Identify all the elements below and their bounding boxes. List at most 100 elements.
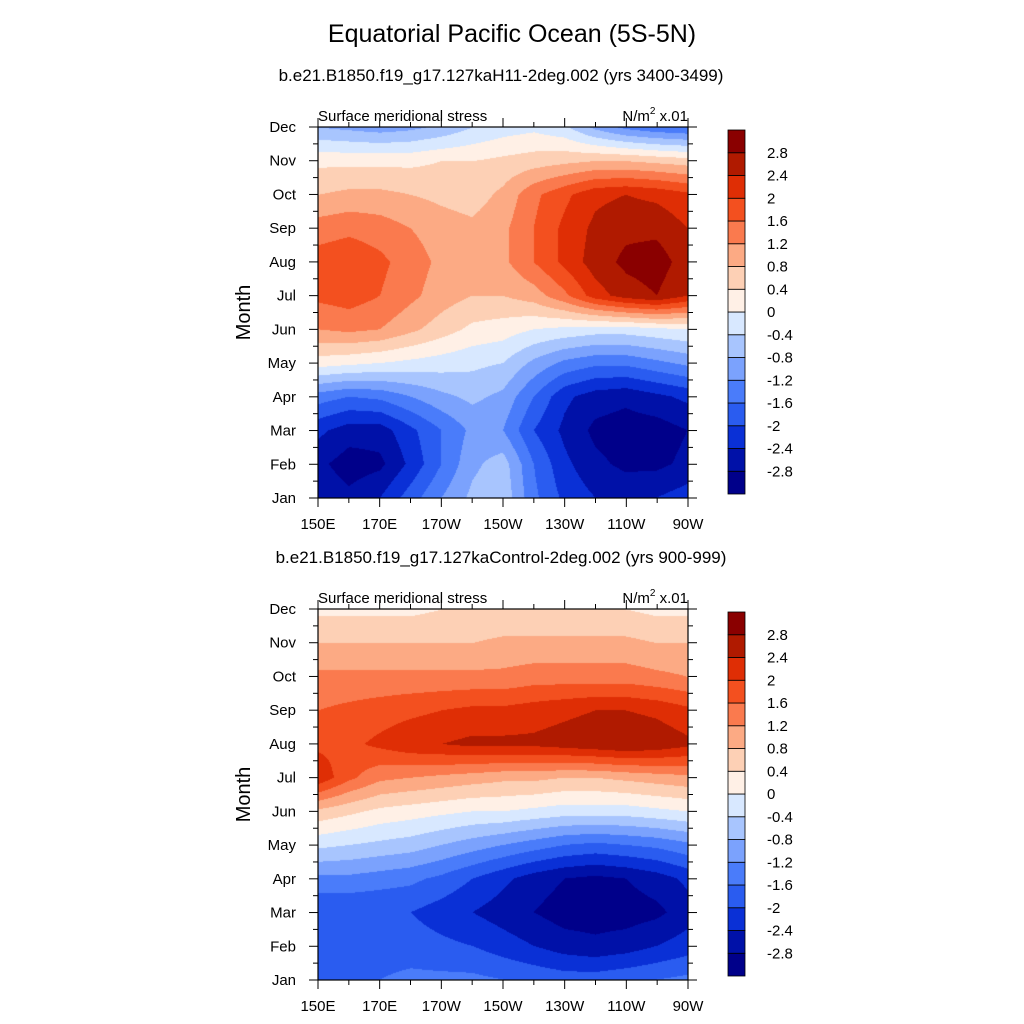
colorbar-bin	[727, 930, 746, 954]
colorbar-bin	[727, 770, 746, 795]
panel-bottom: b.e21.B1850.f19_g17.127kaControl-2deg.00…	[0, 548, 1024, 1024]
panel-top: b.e21.B1850.f19_g17.127kaH11-2deg.002 (y…	[0, 66, 1024, 546]
colorbar-label: -1.2	[767, 372, 793, 389]
colorbar-label: -2	[767, 418, 780, 435]
colorbar-label: -1.6	[767, 395, 793, 412]
colorbar-bin	[727, 425, 746, 449]
contour-chart-top: Surface meridional stress N/m2 x.01JanFeb…	[233, 106, 793, 533]
colorbar-bin	[727, 702, 746, 727]
colorbar-bin	[727, 197, 746, 222]
colorbar-bin	[727, 657, 746, 681]
y-tick-label: Feb	[270, 938, 296, 955]
colorbar-label: 2	[767, 672, 775, 689]
y-tick-label: Jun	[272, 803, 296, 820]
y-tick-label: Oct	[273, 186, 297, 203]
colorbar-label: 0.8	[767, 741, 788, 758]
colorbar-label: 1.6	[767, 213, 788, 230]
colorbar-label: -2	[767, 900, 780, 917]
colorbar-bin	[727, 402, 746, 427]
colorbar-label: 2	[767, 190, 775, 207]
y-tick-label: Jan	[272, 972, 296, 989]
colorbar-bin	[727, 861, 746, 886]
colorbar-bin	[727, 748, 746, 772]
colorbar-label: 2.4	[767, 650, 788, 667]
x-tick-label: 170W	[422, 516, 462, 533]
colorbar-bin	[727, 952, 746, 977]
colorbar-label: 0.4	[767, 281, 788, 298]
colorbar-bin	[727, 907, 746, 931]
colorbar-bin	[727, 793, 746, 818]
colorbar-label: 1.6	[767, 695, 788, 712]
colorbar-label: -1.6	[767, 877, 793, 894]
x-tick-label: 90W	[673, 998, 705, 1015]
x-tick-label: 150W	[483, 516, 523, 533]
colorbar-label: 2.4	[767, 168, 788, 185]
panel-title: b.e21.B1850.f19_g17.127kaH11-2deg.002 (y…	[278, 66, 724, 85]
y-tick-label: Dec	[269, 119, 296, 136]
colorbar-label: -0.8	[767, 832, 793, 849]
contour-field	[318, 609, 688, 980]
x-tick-label: 90W	[673, 516, 705, 533]
colorbar-label: -2.8	[767, 463, 793, 480]
colorbar-bin	[727, 611, 746, 636]
colorbar-label: -0.4	[767, 809, 793, 826]
colorbar-label: -1.2	[767, 854, 793, 871]
contour-field	[318, 127, 688, 498]
colorbar-bin	[727, 243, 746, 267]
y-tick-label: Nov	[269, 635, 296, 652]
units-scale: x.01	[655, 590, 688, 607]
colorbar-bin	[727, 816, 746, 840]
x-tick-label: 150W	[483, 998, 523, 1015]
units-exponent: 2	[650, 588, 656, 599]
units-base: N/m	[622, 108, 650, 125]
colorbar-bin	[727, 152, 746, 176]
colorbar-bin	[727, 357, 746, 381]
variable-label: Surface meridional stress	[318, 108, 487, 125]
colorbar-label: -0.8	[767, 350, 793, 367]
colorbar-bin	[727, 725, 746, 749]
x-tick-label: 170W	[422, 998, 462, 1015]
colorbar-label: -0.4	[767, 327, 793, 344]
y-tick-label: Aug	[269, 736, 296, 753]
colorbar-label: 1.2	[767, 718, 788, 735]
x-tick-label: 170E	[362, 998, 397, 1015]
y-tick-label: Mar	[270, 423, 296, 440]
colorbar-bin	[727, 266, 746, 290]
variable-label: Surface meridional stress	[318, 590, 487, 607]
colorbar-label: -2.8	[767, 945, 793, 962]
x-tick-label: 130W	[545, 516, 585, 533]
colorbar-label: 2.8	[767, 145, 788, 162]
x-tick-label: 150E	[300, 516, 335, 533]
colorbar-bin	[727, 470, 746, 495]
colorbar-label: -2.4	[767, 441, 793, 458]
y-tick-label: Apr	[273, 389, 296, 406]
colorbar-bin	[727, 634, 746, 658]
y-axis-label: Month	[233, 285, 255, 341]
colorbar-label: 0	[767, 786, 775, 803]
colorbar-label: 0	[767, 304, 775, 321]
colorbar-bin	[727, 311, 746, 336]
y-tick-label: Jun	[272, 321, 296, 338]
colorbar-bin	[727, 334, 746, 358]
units-exponent: 2	[650, 106, 656, 117]
y-tick-label: May	[268, 837, 297, 854]
y-tick-label: Dec	[269, 601, 296, 618]
x-tick-label: 150E	[300, 998, 335, 1015]
colorbar-label: 0.4	[767, 763, 788, 780]
y-tick-label: Apr	[273, 871, 296, 888]
units-label: N/m2 x.01	[622, 106, 688, 125]
colorbar-bin	[727, 839, 746, 863]
x-tick-label: 110W	[607, 998, 646, 1015]
colorbar-bin	[727, 884, 746, 909]
colorbar-label: -2.4	[767, 923, 793, 940]
main-title: Equatorial Pacific Ocean (5S-5N)	[327, 20, 697, 48]
y-tick-label: Aug	[269, 254, 296, 271]
y-tick-label: Nov	[269, 153, 296, 170]
y-tick-label: Mar	[270, 905, 296, 922]
x-tick-label: 110W	[607, 516, 646, 533]
contour-chart-bottom: Surface meridional stress N/m2 x.01JanFeb…	[233, 588, 793, 1015]
y-tick-label: Jul	[277, 288, 296, 305]
y-tick-label: May	[268, 355, 297, 372]
y-tick-label: Oct	[273, 668, 297, 685]
colorbar-bin	[727, 448, 746, 472]
